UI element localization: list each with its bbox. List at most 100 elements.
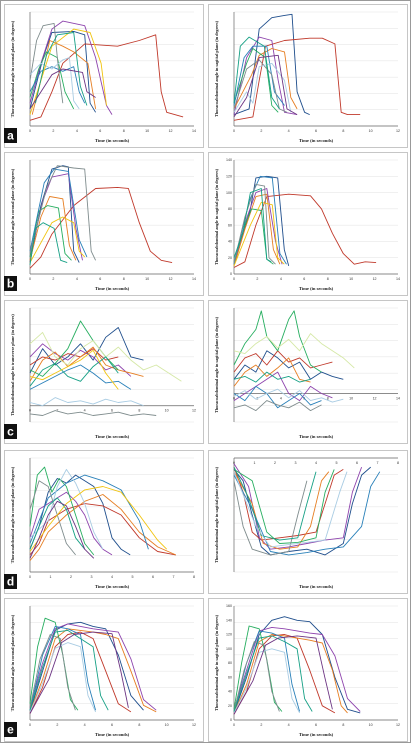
y-tick-label: 60 — [228, 223, 232, 227]
x-tick-label: 0 — [29, 409, 31, 413]
x-tick-label: 4 — [76, 129, 78, 133]
y-tick-label: 40 — [228, 240, 232, 244]
x-tick-label: 0 — [233, 461, 235, 465]
series-line-7 — [29, 634, 76, 711]
series-line-4 — [233, 48, 298, 110]
x-tick-label: 1 — [254, 461, 256, 465]
x-tick-label: 0 — [29, 723, 31, 727]
x-tick-label: 0 — [233, 129, 235, 133]
x-tick-label: 2 — [52, 129, 54, 133]
series-line-10 — [29, 631, 129, 714]
x-tick-label: 0 — [29, 129, 31, 133]
x-tick-label: 2 — [70, 575, 72, 579]
series-line-10 — [233, 54, 298, 118]
row-label-badge — [4, 722, 17, 737]
series-line-11 — [29, 500, 95, 559]
x-tick-label: 2 — [274, 461, 276, 465]
y-tick-label: 100 — [226, 191, 232, 195]
series-line-1 — [233, 466, 371, 556]
series-line-3 — [233, 371, 333, 402]
series-line-11 — [29, 68, 96, 110]
series-line-7 — [29, 22, 64, 104]
series-line-5 — [29, 205, 72, 261]
x-tick-label: 4 — [280, 397, 282, 401]
row-label: c — [7, 425, 14, 439]
series-line-4 — [29, 196, 77, 261]
series-line-7 — [29, 165, 97, 261]
series-line-8 — [29, 57, 80, 110]
y-tick-label: 40 — [228, 690, 232, 694]
panel-d-right: 0 1 2 3 4 5 6 7 8 Time (in seconds) Thoracoabdomin… — [208, 450, 408, 594]
x-tick-label: 7 — [377, 461, 379, 465]
y-axis-label: Thoracoabdominal angle in sagittal plane… — [214, 316, 219, 413]
x-tick-label: 14 — [396, 277, 400, 281]
panel-e-left: 0 2 4 6 8 10 12 Time (in seconds) Thoracoabdomin… — [4, 598, 204, 742]
x-tick-label: 10 — [349, 277, 353, 281]
x-tick-label: 10 — [369, 129, 373, 133]
series-line-3 — [233, 36, 298, 116]
x-tick-label: 8 — [123, 129, 125, 133]
x-tick-label: 4 — [280, 277, 282, 281]
series-line-2 — [29, 631, 132, 714]
y-axis-label: Thoracoabdominal angle in sagittal plane… — [214, 20, 219, 117]
x-tick-label: 8 — [138, 409, 140, 413]
x-tick-label: 10 — [165, 409, 169, 413]
x-axis-label: Time (in seconds) — [299, 434, 334, 439]
y-tick-label: 120 — [226, 174, 232, 178]
x-tick-label: 4 — [76, 277, 78, 281]
x-tick-label: 8 — [138, 723, 140, 727]
series-line-5 — [29, 51, 75, 110]
x-tick-label: 10 — [349, 397, 353, 401]
y-tick-label: 80 — [228, 661, 232, 665]
row-label-badge — [4, 574, 17, 589]
series-line-10 — [35, 32, 88, 106]
series-line-3 — [29, 623, 157, 711]
x-tick-label: 3 — [91, 575, 93, 579]
row-label: a — [7, 129, 14, 143]
y-tick-label: 0 — [230, 272, 232, 276]
series-line-5 — [233, 48, 279, 113]
y-axis-label: Thoracoabdominal angle in coronal plane … — [10, 614, 15, 711]
x-tick-label: 6 — [111, 723, 113, 727]
series-line-1 — [233, 350, 344, 380]
y-axis-label: Thoracoabdominal angle in coronal plane … — [10, 168, 15, 265]
series-line-7 — [29, 410, 157, 416]
series-line-9 — [233, 371, 311, 383]
x-tick-label: 6 — [111, 409, 113, 413]
series-line-10 — [29, 486, 168, 552]
x-axis-label: Time (in seconds) — [95, 434, 130, 439]
x-tick-label: 14 — [192, 277, 196, 281]
y-tick-label: 160 — [226, 604, 232, 608]
series-line-10 — [233, 388, 344, 403]
series-line-2 — [233, 193, 377, 268]
y-tick-label: 140 — [226, 618, 232, 622]
x-tick-label: 12 — [192, 409, 196, 413]
series-line-2 — [233, 350, 333, 373]
x-tick-label: 8 — [327, 277, 329, 281]
y-tick-label: 0 — [230, 718, 232, 722]
series-line-6 — [233, 471, 381, 556]
series-line-8 — [233, 201, 285, 267]
series-line-8 — [29, 468, 104, 550]
series-line-9 — [29, 28, 107, 115]
y-axis-label: Thoracoabdominal angle in coronal plane … — [10, 466, 15, 563]
series-line-4 — [233, 471, 330, 550]
x-tick-label: 8 — [342, 129, 344, 133]
x-tick-label: 12 — [373, 277, 377, 281]
x-tick-label: 8 — [123, 277, 125, 281]
series-line-8 — [29, 397, 144, 407]
series-line-4 — [29, 346, 144, 382]
series-line-3 — [29, 491, 113, 556]
x-tick-label: 12 — [396, 129, 400, 133]
x-tick-label: 4 — [84, 723, 86, 727]
x-tick-label: 12 — [373, 397, 377, 401]
series-line-9 — [233, 635, 313, 712]
x-tick-label: 12 — [169, 129, 173, 133]
series-line-8 — [233, 648, 300, 714]
panel-d-left: 0 1 2 3 4 5 6 7 8 Time (in seconds) Thoracoabdomin… — [4, 450, 204, 594]
series-line-4 — [233, 357, 311, 387]
